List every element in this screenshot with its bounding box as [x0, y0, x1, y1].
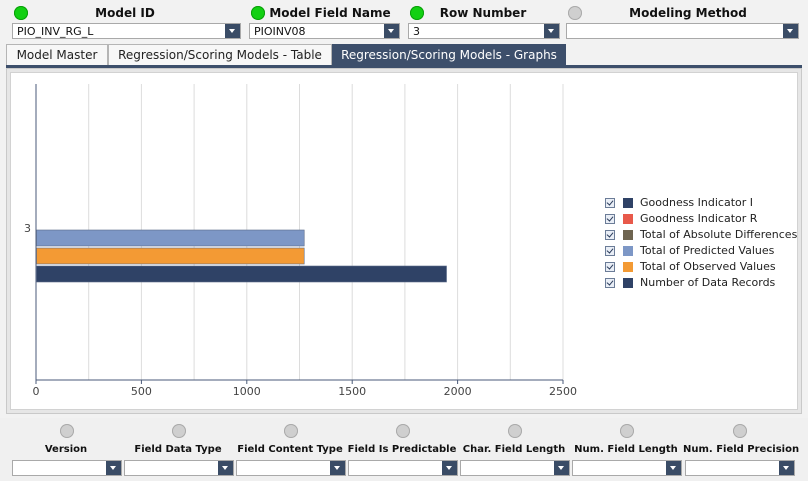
filter-bar: Model ID PIO_INV_RG_L Model Field Name P…	[0, 0, 808, 44]
chevron-down-icon[interactable]	[779, 461, 794, 475]
tab-model-master[interactable]: Model Master	[6, 44, 108, 66]
modeling-method-dropdown[interactable]	[566, 23, 799, 39]
field-field-is-predictable: Field Is Predictable	[346, 418, 458, 481]
checkbox-icon[interactable]	[605, 262, 615, 272]
filter-model-id: Model ID PIO_INV_RG_L	[0, 0, 245, 44]
bar	[36, 265, 447, 283]
filter-label: Row Number	[439, 6, 527, 20]
status-indicator-icon	[620, 424, 634, 438]
legend-label: Goodness Indicator R	[640, 212, 758, 225]
tab-regression-table[interactable]: Regression/Scoring Models - Table	[108, 44, 332, 66]
status-indicator-icon	[172, 424, 186, 438]
x-tick-label: 0	[33, 385, 40, 398]
field-dropdown[interactable]	[236, 460, 346, 476]
legend-label: Goodness Indicator I	[640, 196, 754, 209]
model-id-dropdown[interactable]: PIO_INV_RG_L	[12, 23, 241, 39]
chevron-down-icon[interactable]	[544, 24, 559, 38]
chevron-down-icon[interactable]	[225, 24, 240, 38]
chart-area: 0 500 1000 1500 2000 2500 3	[10, 72, 798, 410]
legend-swatch	[623, 278, 633, 288]
field-label: Num. Field Length	[574, 444, 678, 455]
field-label: Num. Field Precision	[683, 444, 800, 455]
field-label: Field Content Type	[237, 444, 343, 455]
chevron-down-icon[interactable]	[330, 461, 345, 475]
legend-swatch	[623, 214, 633, 224]
legend-label: Number of Data Records	[640, 276, 776, 289]
field-field-data-type: Field Data Type	[122, 418, 234, 481]
chevron-down-icon[interactable]	[666, 461, 681, 475]
status-indicator-icon	[251, 6, 265, 20]
row-number-dropdown[interactable]: 3	[408, 23, 560, 39]
field-dropdown[interactable]	[348, 460, 458, 476]
field-dropdown[interactable]	[572, 460, 682, 476]
bar	[36, 247, 305, 265]
checkbox-icon[interactable]	[605, 230, 615, 240]
field-dropdown[interactable]	[685, 460, 795, 476]
field-label: Field Data Type	[134, 444, 222, 455]
checkbox-icon[interactable]	[605, 198, 615, 208]
checkbox-icon[interactable]	[605, 278, 615, 288]
field-label: Field Is Predictable	[347, 444, 457, 455]
field-dropdown[interactable]	[460, 460, 570, 476]
dropdown-value: 3	[413, 25, 420, 38]
field-num-field-precision: Num. Field Precision	[683, 418, 800, 481]
chevron-down-icon[interactable]	[554, 461, 569, 475]
field-label: Char. Field Length	[462, 444, 566, 455]
legend-swatch	[623, 262, 633, 272]
field-dropdown[interactable]	[124, 460, 234, 476]
chevron-down-icon[interactable]	[218, 461, 233, 475]
bar	[36, 229, 305, 247]
status-indicator-icon	[284, 424, 298, 438]
dropdown-value: PIO_INV_RG_L	[17, 25, 94, 38]
status-indicator-icon	[60, 424, 74, 438]
filter-row-number: Row Number 3	[405, 0, 563, 44]
x-tick-label: 1000	[233, 385, 261, 398]
model-field-name-dropdown[interactable]: PIOINV08	[249, 23, 400, 39]
field-num-field-length: Num. Field Length	[570, 418, 682, 481]
status-indicator-icon	[14, 6, 28, 20]
x-tick-label: 500	[131, 385, 152, 398]
legend-label: Total of Predicted Values	[640, 244, 775, 257]
chevron-down-icon[interactable]	[442, 461, 457, 475]
status-indicator-icon	[733, 424, 747, 438]
field-dropdown[interactable]	[12, 460, 122, 476]
field-version: Version	[10, 418, 122, 481]
y-tick-label: 3	[24, 222, 31, 235]
tab-regression-graphs[interactable]: Regression/Scoring Models - Graphs	[332, 44, 566, 66]
filter-label: Model Field Name	[269, 6, 391, 20]
legend-label: Total of Absolute Differences	[640, 228, 798, 241]
filter-model-field-name: Model Field Name PIOINV08	[245, 0, 405, 44]
status-indicator-icon	[568, 6, 582, 20]
field-char-field-length: Char. Field Length	[458, 418, 570, 481]
filter-label: Model ID	[95, 6, 155, 20]
field-field-content-type: Field Content Type	[234, 418, 346, 481]
status-indicator-icon	[410, 6, 424, 20]
status-indicator-icon	[396, 424, 410, 438]
checkbox-icon[interactable]	[605, 214, 615, 224]
x-tick-label: 1500	[338, 385, 366, 398]
graph-panel: 0 500 1000 1500 2000 2500 3	[6, 68, 802, 414]
tab-underline	[6, 65, 802, 68]
bar-chart: 0 500 1000 1500 2000 2500 3	[24, 84, 577, 398]
field-attributes-bar: Version Field Data Type Field Content Type…	[0, 418, 808, 481]
x-tick-label: 2500	[549, 385, 577, 398]
status-indicator-icon	[508, 424, 522, 438]
legend-swatch	[623, 246, 633, 256]
legend-swatch	[623, 230, 633, 240]
chevron-down-icon[interactable]	[106, 461, 121, 475]
legend-label: Total of Observed Values	[640, 260, 776, 273]
checkbox-icon[interactable]	[605, 246, 615, 256]
field-label: Version	[44, 444, 88, 455]
legend-swatch	[623, 198, 633, 208]
chevron-down-icon[interactable]	[783, 24, 798, 38]
dropdown-value: PIOINV08	[254, 25, 306, 38]
filter-label: Modeling Method	[629, 6, 747, 20]
filter-modeling-method: Modeling Method	[563, 0, 803, 44]
chevron-down-icon[interactable]	[384, 24, 399, 38]
x-tick-label: 2000	[444, 385, 472, 398]
